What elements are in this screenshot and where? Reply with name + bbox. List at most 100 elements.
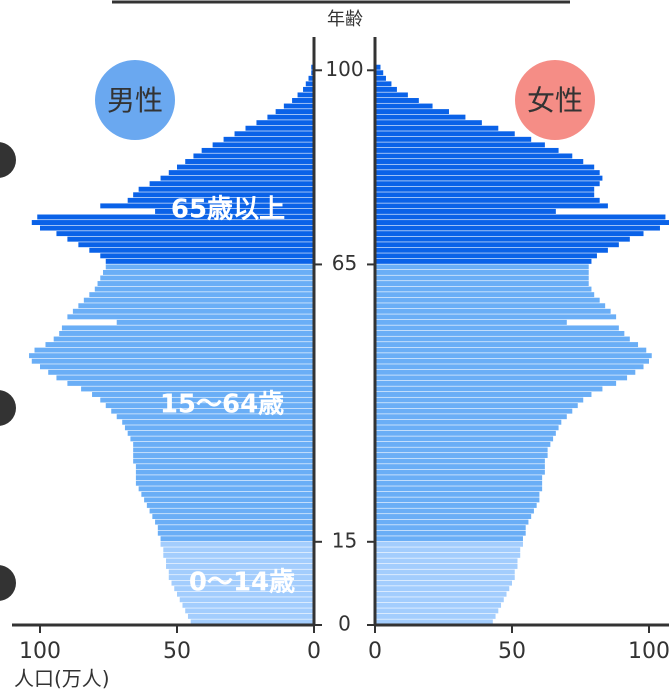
population-bar <box>212 142 314 148</box>
population-bar <box>133 458 314 464</box>
population-bar <box>89 292 314 298</box>
population-bar <box>375 414 567 420</box>
population-bar <box>375 514 532 520</box>
population-bar <box>168 569 314 575</box>
population-bar <box>375 419 562 425</box>
population-bar <box>375 236 630 242</box>
age-tick-label: 100 <box>325 57 363 81</box>
population-bar <box>375 275 589 281</box>
population-bar <box>375 441 551 447</box>
value-tick-label: 100 <box>628 639 669 664</box>
population-bar <box>375 347 647 353</box>
population-bar <box>375 563 518 569</box>
population-bar <box>168 170 314 176</box>
population-bar <box>375 458 545 464</box>
population-bar <box>48 369 314 375</box>
population-bar <box>103 269 315 275</box>
age-group-label: 15〜64歳 <box>160 390 284 420</box>
population-bar <box>375 159 584 164</box>
age-axis-title: 年齢 <box>327 9 363 30</box>
population-bar <box>375 464 545 470</box>
population-bar <box>375 358 649 364</box>
population-bar <box>111 408 315 414</box>
population-bar <box>67 314 315 320</box>
population-bar <box>130 436 314 442</box>
population-bar <box>40 364 314 370</box>
population-bar <box>105 403 314 409</box>
population-bar <box>187 613 314 619</box>
population-bar <box>29 353 314 359</box>
legend-badge <box>95 60 175 140</box>
population-bar <box>375 608 499 614</box>
population-bar <box>308 75 314 81</box>
population-bar <box>375 98 419 103</box>
population-bar <box>40 225 314 231</box>
population-bar <box>375 314 617 320</box>
population-bar <box>155 519 314 525</box>
population-bar <box>375 297 600 303</box>
population-bar <box>375 580 512 586</box>
population-bar <box>34 347 315 353</box>
value-tick-label: 0 <box>368 639 382 664</box>
population-bar <box>149 508 314 514</box>
population-bar <box>375 597 504 603</box>
population-bar <box>375 197 600 203</box>
population-bar <box>375 147 559 153</box>
population-bar <box>375 491 540 497</box>
population-bar <box>375 519 529 525</box>
value-tick-label: 50 <box>498 639 526 664</box>
population-bar <box>116 319 314 325</box>
population-bar <box>157 530 314 536</box>
population-bar <box>375 203 608 209</box>
population-bar <box>375 541 523 547</box>
population-bar <box>166 558 314 564</box>
population-bar <box>163 547 314 553</box>
population-bar <box>375 342 639 348</box>
population-bar <box>160 536 314 542</box>
population-bar <box>177 591 314 597</box>
value-axis-title: 人口(万人) <box>14 667 110 691</box>
population-bar <box>174 586 314 592</box>
population-bar <box>116 414 314 420</box>
population-bar <box>124 425 314 431</box>
population-bar <box>375 214 666 220</box>
population-bar <box>375 353 652 359</box>
population-bar <box>375 536 523 542</box>
population-bar <box>375 175 603 181</box>
population-bar <box>223 136 314 142</box>
population-bar <box>133 441 314 447</box>
population-bar <box>166 563 314 569</box>
population-bar <box>375 613 496 619</box>
population-bar <box>375 602 502 608</box>
population-bar <box>92 392 314 397</box>
population-bar <box>375 436 554 442</box>
population-bar <box>245 125 314 131</box>
population-bar <box>375 186 595 192</box>
population-bar <box>375 369 636 375</box>
value-tick-label: 100 <box>19 639 61 664</box>
population-bar <box>375 508 534 514</box>
population-bar <box>375 364 644 370</box>
legend-badge <box>515 60 595 140</box>
population-bar <box>375 208 556 214</box>
population-bar <box>375 497 540 503</box>
population-bar <box>375 408 573 414</box>
population-bar <box>375 286 592 292</box>
population-bar <box>67 380 315 386</box>
population-bar <box>375 81 392 87</box>
population-bar <box>81 386 314 392</box>
population-bar <box>133 447 314 453</box>
population-bar <box>375 453 548 458</box>
population-bar <box>375 181 600 187</box>
population-bar <box>305 81 314 87</box>
population-bar <box>375 114 466 120</box>
population-bar <box>375 242 619 248</box>
population-bar <box>375 136 532 142</box>
population-bar <box>89 247 314 253</box>
age-tick-label: 0 <box>338 612 351 636</box>
population-bar <box>122 419 314 425</box>
population-bar <box>375 231 644 237</box>
population-bar <box>375 447 548 453</box>
population-bar <box>375 269 589 275</box>
population-bar <box>375 392 592 397</box>
